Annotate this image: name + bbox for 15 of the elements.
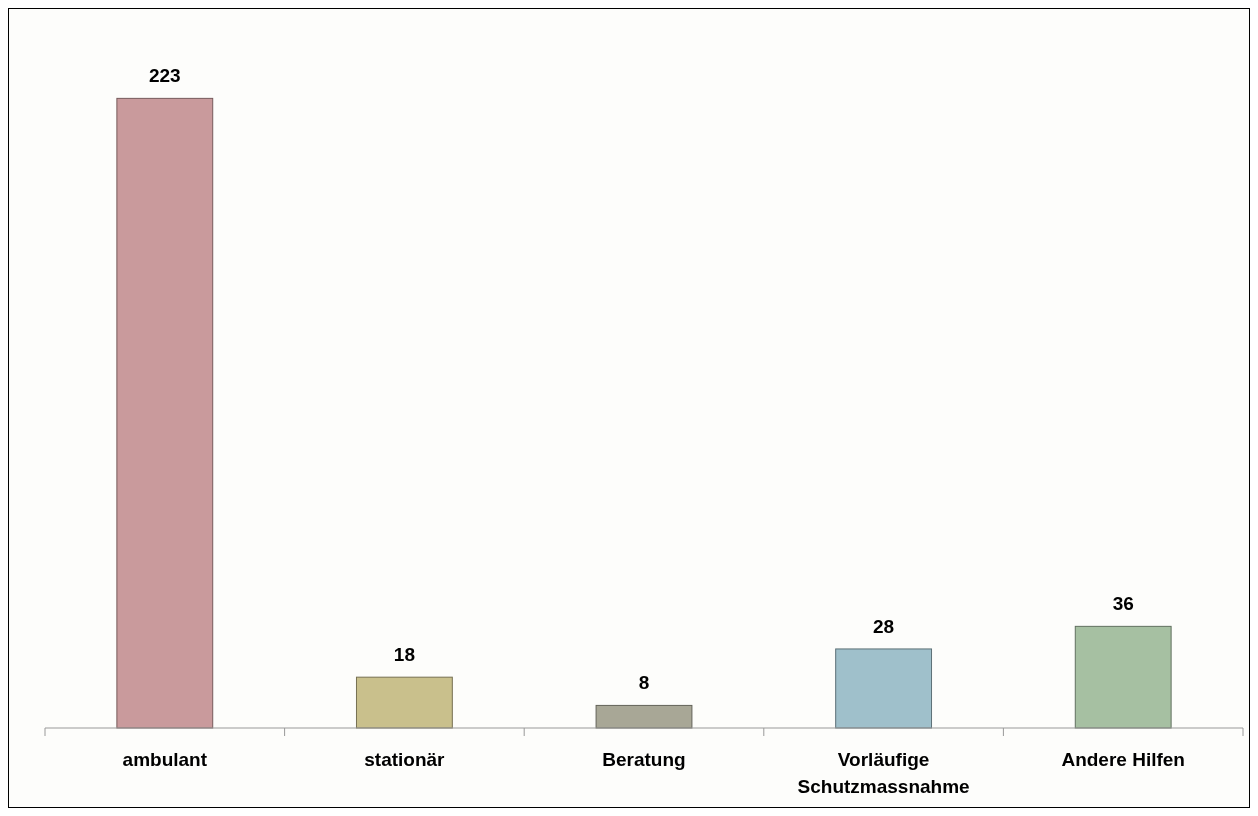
data-label: 8 xyxy=(638,672,650,694)
x-tick-label: Beratung xyxy=(602,749,686,770)
bar xyxy=(1074,625,1172,729)
x-tick-label: stationär xyxy=(364,749,446,770)
data-label: 28 xyxy=(873,615,895,637)
x-tick-label: Andere Hilfen xyxy=(1061,749,1185,770)
data-label: 18 xyxy=(393,644,415,666)
x-tick-label: ambulant xyxy=(122,749,208,770)
bar xyxy=(835,648,933,729)
data-label: 36 xyxy=(1112,593,1134,615)
data-label: 223 xyxy=(148,65,181,87)
x-tick-label: Vorläufige Schutzmassnahme xyxy=(797,749,970,797)
bar xyxy=(116,97,214,729)
bar xyxy=(355,676,453,729)
bar xyxy=(595,704,693,729)
